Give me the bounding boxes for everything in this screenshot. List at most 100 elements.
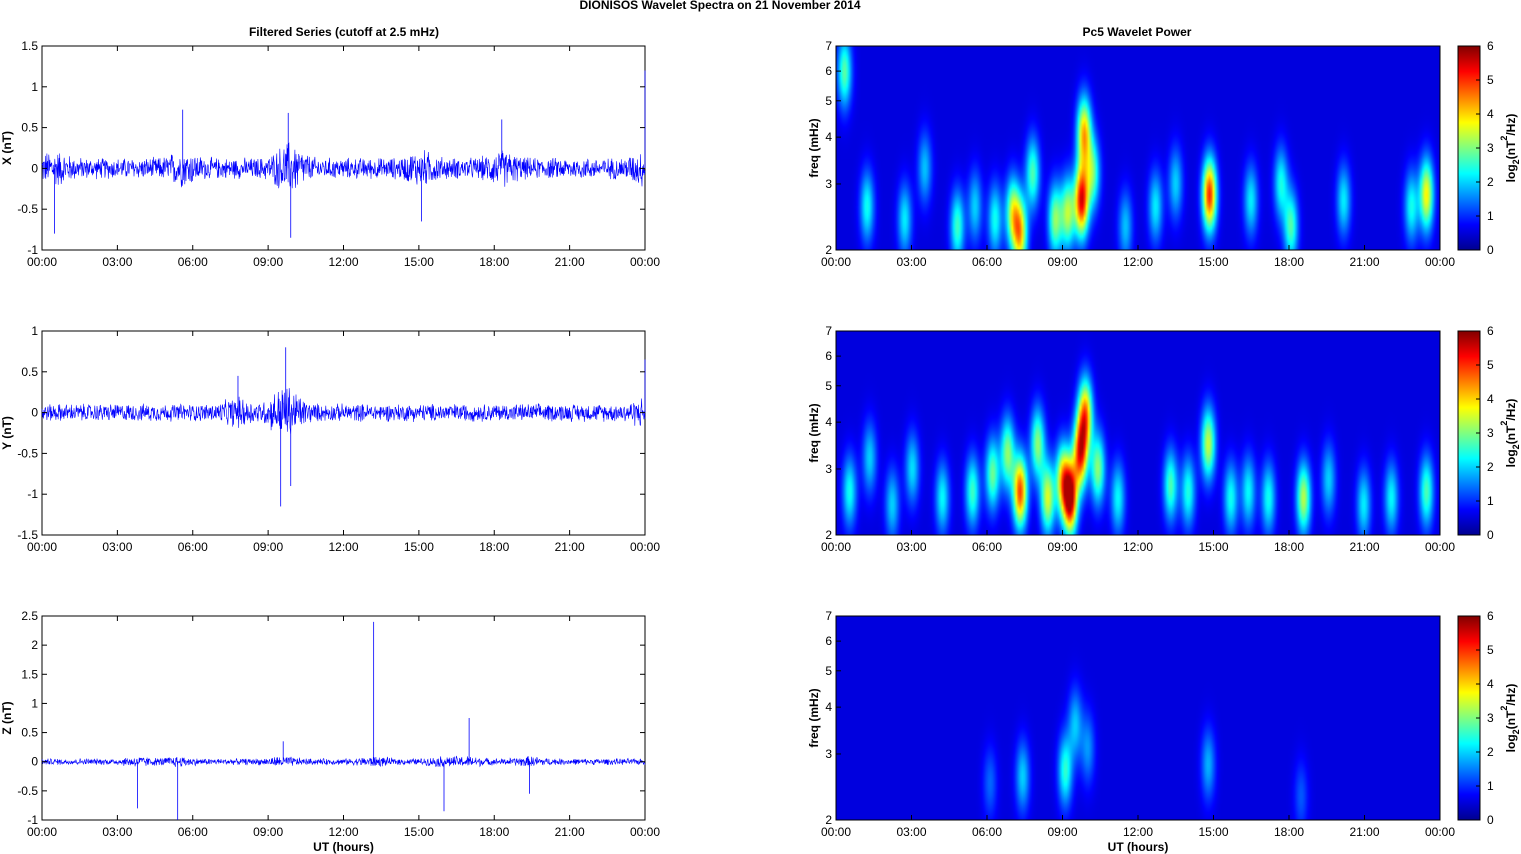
y-tick-label: 2.5 [21, 609, 38, 623]
y-tick-label: 6 [825, 64, 832, 78]
colorbar-tick-label: 1 [1487, 209, 1494, 223]
y-tick-label: 1 [31, 80, 38, 94]
right-column-title: Pc5 Wavelet Power [1083, 25, 1192, 39]
x-tick-label: 00:00 [27, 825, 57, 839]
x-axis-label: UT (hours) [1108, 840, 1169, 854]
time-series-panel-2: -1.5 -1 -0.5 0 0.5 1 00:00 03:00 06:00 09:00 12:00… [0, 324, 660, 554]
wavelet-heatmap [836, 46, 1440, 250]
colorbar-label-part: /Hz) [1504, 399, 1518, 421]
colorbar-tick-label: 2 [1487, 745, 1494, 759]
y-tick-label: -1 [27, 243, 38, 257]
plot-area [41, 330, 646, 536]
colorbar-tick-label: 6 [1487, 324, 1494, 338]
wavelet-heatmap [836, 616, 1440, 820]
x-axis-label: UT (hours) [313, 840, 374, 854]
y-tick-label: 1 [31, 324, 38, 338]
colorbar-tick-label: 2 [1487, 460, 1494, 474]
x-tick-label: 21:00 [1349, 540, 1379, 554]
x-tick-label: 00:00 [1425, 825, 1455, 839]
x-tick-label: 18:00 [1274, 540, 1304, 554]
y-tick-label: 5 [825, 379, 832, 393]
series-trace [41, 142, 646, 189]
colorbar-label-part: (nT [1504, 140, 1518, 159]
colorbar-label: log2(nT2/Hz) [1499, 114, 1521, 183]
x-tick-label: 18:00 [1274, 825, 1304, 839]
colorbar-tick-label: 1 [1487, 779, 1494, 793]
colorbar-tick-label: 3 [1487, 426, 1494, 440]
colorbar-tick-label: 5 [1487, 73, 1494, 87]
colorbar-tick-label: 3 [1487, 711, 1494, 725]
y-tick-label: 3 [825, 177, 832, 191]
x-tick-label: 18:00 [479, 540, 509, 554]
x-tick-label: 03:00 [896, 825, 926, 839]
time-series-panel-1: -1 -0.5 0 0.5 1 1.5 00:00 03:00 06:00 09:00 12:00 1… [0, 39, 660, 269]
x-tick-label: 06:00 [178, 825, 208, 839]
x-tick-label: 06:00 [178, 255, 208, 269]
x-tick-label: 00:00 [821, 825, 851, 839]
y-axis-label: freq (mHz) [807, 118, 821, 177]
colorbar-tick-label: 0 [1487, 528, 1494, 542]
y-axis-label: Z (nT) [0, 701, 14, 734]
colorbar-tick-label: 5 [1487, 358, 1494, 372]
x-tick-label: 09:00 [1047, 825, 1077, 839]
y-axis-label: freq (mHz) [807, 403, 821, 462]
x-tick-label: 15:00 [404, 255, 434, 269]
x-tick-label: 12:00 [328, 255, 358, 269]
wavelet-heatmap [836, 331, 1440, 535]
x-tick-label: 03:00 [896, 255, 926, 269]
x-tick-label: 00:00 [630, 825, 660, 839]
x-tick-label: 21:00 [555, 825, 585, 839]
x-tick-label: 09:00 [1047, 255, 1077, 269]
colorbar-tick-label: 0 [1487, 243, 1494, 257]
x-tick-label: 12:00 [328, 540, 358, 554]
y-tick-label: 2 [825, 528, 832, 542]
x-tick-label: 03:00 [102, 825, 132, 839]
colorbar-label-part: log [1504, 734, 1518, 752]
y-tick-label: 2 [825, 243, 832, 257]
x-tick-label: 00:00 [630, 255, 660, 269]
y-tick-label: 3 [825, 747, 832, 761]
colorbar-tick-label: 5 [1487, 643, 1494, 657]
colorbar-label: log2(nT2/Hz) [1499, 399, 1521, 468]
x-tick-label: 15:00 [404, 825, 434, 839]
colorbar-label-part: 2 [1499, 706, 1509, 711]
y-axis-label: Y (nT) [0, 416, 14, 450]
colorbar-tick-label: 6 [1487, 39, 1494, 53]
colorbar-tick-label: 3 [1487, 141, 1494, 155]
y-tick-label: 0 [31, 755, 38, 769]
x-tick-label: 15:00 [1198, 825, 1228, 839]
x-tick-label: 00:00 [27, 255, 57, 269]
y-tick-label: 0 [31, 161, 38, 175]
y-tick-label: 4 [825, 700, 832, 714]
y-tick-label: -0.5 [17, 784, 38, 798]
x-tick-label: 06:00 [972, 255, 1002, 269]
y-tick-label: 4 [825, 130, 832, 144]
plot-area [41, 45, 646, 251]
x-tick-label: 09:00 [253, 825, 283, 839]
colorbar-label-part: 2 [1499, 421, 1509, 426]
colorbar-label-part: /Hz) [1504, 114, 1518, 136]
colorbar-label-part: log [1504, 164, 1518, 182]
y-tick-label: 2 [31, 638, 38, 652]
colorbar-tick-label: 6 [1487, 609, 1494, 623]
x-tick-label: 12:00 [328, 825, 358, 839]
colorbar-tick-label: 4 [1487, 677, 1494, 691]
y-tick-label: 0.5 [21, 121, 38, 135]
x-tick-label: 12:00 [1123, 540, 1153, 554]
x-tick-label: 00:00 [27, 540, 57, 554]
y-tick-label: 7 [825, 609, 832, 623]
colorbar-label-part: log [1504, 449, 1518, 467]
x-tick-label: 06:00 [972, 825, 1002, 839]
x-tick-label: 21:00 [555, 255, 585, 269]
x-tick-label: 03:00 [102, 255, 132, 269]
colorbar-tick-label: 2 [1487, 175, 1494, 189]
x-tick-label: 00:00 [821, 540, 851, 554]
y-tick-label: -1 [27, 487, 38, 501]
x-tick-label: 00:00 [1425, 540, 1455, 554]
y-tick-label: 1.5 [21, 39, 38, 53]
